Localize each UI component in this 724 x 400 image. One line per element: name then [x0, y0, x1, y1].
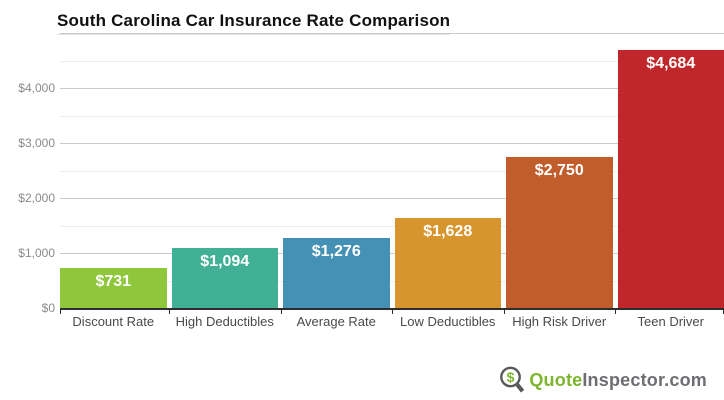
y-axis-labels: $0 $1,000 $2,000 $3,000 $4,000	[0, 0, 55, 400]
bar-low-deductibles: $1,628	[394, 218, 501, 308]
y-axis-tick-label: $1,000	[18, 246, 55, 260]
bar-teen-driver: $4,684	[617, 50, 724, 308]
bar-value-label: $1,628	[423, 223, 473, 241]
bar-average-rate: $1,276	[283, 237, 390, 308]
bar-high-risk-driver: $2,750	[506, 156, 613, 308]
watermark-brand-gray: Inspector.com	[582, 369, 707, 390]
bar-value-label: $731	[95, 272, 132, 290]
minor-gridline	[60, 60, 724, 62]
svg-text:$: $	[507, 369, 515, 385]
minor-gridline	[60, 280, 724, 282]
x-axis-tick	[169, 310, 170, 314]
bar-value-label: $4,684	[646, 55, 696, 73]
x-axis-tick	[392, 310, 393, 314]
major-gridline	[60, 143, 724, 144]
bar-value-label: $1,276	[311, 242, 361, 260]
watermark-text: QuoteInspector.com	[529, 370, 707, 391]
major-gridline	[60, 253, 724, 254]
x-axis-category-label: High Deductibles	[175, 314, 274, 329]
x-axis-category-label: Discount Rate	[72, 314, 155, 329]
x-axis-tick	[503, 310, 505, 314]
bar-discount-rate: $731	[60, 267, 167, 308]
magnifier-dollar-icon: $	[500, 366, 525, 393]
minor-gridline	[60, 115, 724, 117]
y-axis-tick-label: $3,000	[18, 136, 55, 150]
bar-high-deductibles: $1,094	[171, 247, 278, 308]
x-axis-category-label: Low Deductibles	[400, 314, 496, 329]
x-axis-labels: Discount Rate High Deductibles Average Rat…	[60, 314, 724, 329]
x-axis-tick	[615, 310, 616, 314]
x-axis-tick	[280, 310, 282, 314]
watermark-logo: $ QuoteInspector.com	[499, 365, 707, 395]
x-axis-category-label: High Risk Driver	[512, 314, 607, 329]
major-gridline	[60, 88, 724, 89]
plot-area: $731 $1,094 $1,276 $1,628 $2,750 $4,684	[60, 33, 724, 310]
minor-gridline	[60, 225, 724, 227]
x-axis-category-label: Teen Driver	[637, 314, 704, 329]
bars-row: $731 $1,094 $1,276 $1,628 $2,750 $4,684	[60, 33, 724, 308]
major-gridline	[60, 33, 724, 34]
y-axis-tick-label: $0	[41, 301, 55, 315]
watermark-brand-green: Quote	[529, 369, 583, 390]
x-axis-category-label: Average Rate	[296, 314, 376, 329]
bar-value-label: $1,094	[200, 252, 250, 270]
bar-value-label: $2,750	[534, 161, 584, 179]
y-axis-tick-label: $2,000	[18, 191, 55, 205]
y-axis-tick-label: $4,000	[18, 81, 55, 95]
major-gridline	[60, 198, 724, 199]
x-axis-tick	[60, 310, 61, 314]
minor-gridline	[60, 170, 724, 172]
chart-title: South Carolina Car Insurance Rate Compar…	[57, 11, 451, 35]
